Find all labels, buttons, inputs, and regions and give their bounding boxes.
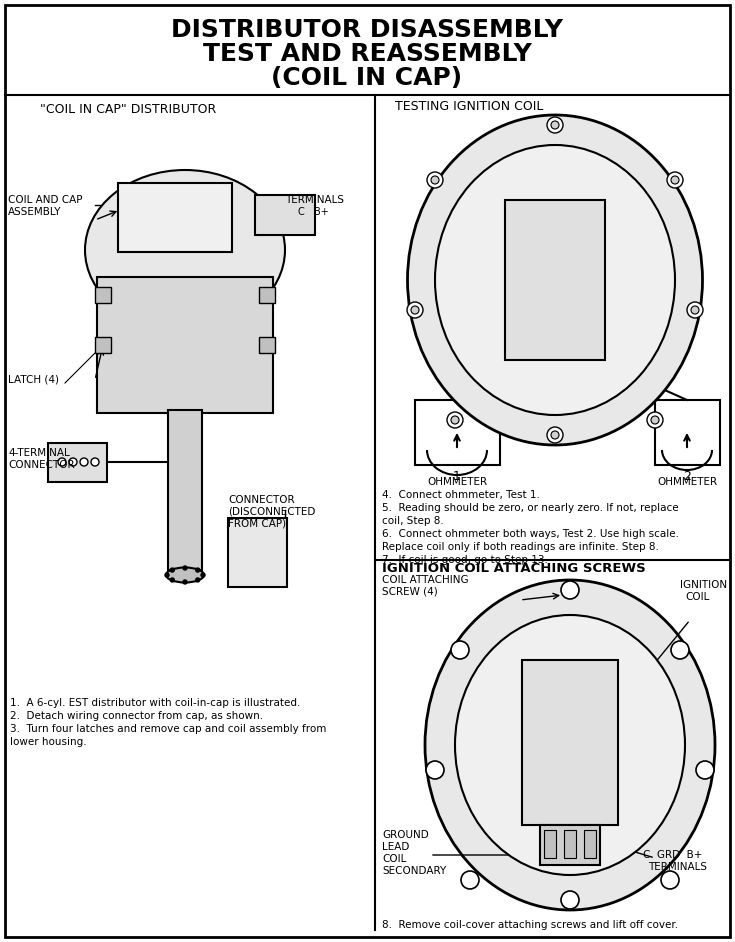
Text: 5.  Reading should be zero, or nearly zero. If not, replace: 5. Reading should be zero, or nearly zer… [382, 503, 678, 513]
Text: IGNITION: IGNITION [680, 580, 727, 590]
Text: Replace coil only if both readings are infinite. Step 8.: Replace coil only if both readings are i… [382, 542, 659, 552]
Text: TESTING IGNITION COIL: TESTING IGNITION COIL [395, 100, 543, 113]
Text: OHMMETER: OHMMETER [657, 477, 717, 487]
Circle shape [647, 412, 663, 428]
Bar [564, 830, 576, 858]
FancyBboxPatch shape [97, 277, 273, 413]
Bar [544, 830, 556, 858]
Bar [95, 337, 111, 353]
Circle shape [431, 176, 439, 184]
Circle shape [426, 761, 444, 779]
Bar [415, 400, 500, 465]
Text: C: C [298, 207, 305, 217]
Bar [95, 287, 111, 303]
Circle shape [461, 871, 479, 889]
Text: COIL AND CAP
ASSEMBLY: COIL AND CAP ASSEMBLY [8, 195, 82, 217]
Ellipse shape [85, 170, 285, 330]
Circle shape [407, 302, 423, 318]
Circle shape [165, 573, 169, 577]
Ellipse shape [407, 115, 703, 445]
Circle shape [551, 121, 559, 129]
Circle shape [547, 427, 563, 443]
Ellipse shape [166, 567, 204, 582]
FancyBboxPatch shape [228, 518, 287, 587]
Text: 6.  Connect ohmmeter both ways, Test 2. Use high scale.: 6. Connect ohmmeter both ways, Test 2. U… [382, 529, 679, 539]
FancyBboxPatch shape [118, 183, 232, 252]
Text: 3.  Turn four latches and remove cap and coil assembly from: 3. Turn four latches and remove cap and … [10, 724, 326, 734]
Circle shape [91, 458, 99, 466]
Text: 8.  Remove coil-cover attaching screws and lift off cover.: 8. Remove coil-cover attaching screws an… [382, 920, 678, 930]
Circle shape [667, 172, 683, 188]
Text: 4-TERMINAL
CONNECTOR: 4-TERMINAL CONNECTOR [8, 448, 75, 470]
Text: DISTRIBUTOR DISASSEMBLY: DISTRIBUTOR DISASSEMBLY [171, 18, 563, 42]
Circle shape [561, 891, 579, 909]
Text: SCREW (4): SCREW (4) [382, 587, 438, 597]
Circle shape [201, 573, 205, 577]
Bar [259, 287, 275, 303]
Circle shape [183, 580, 187, 584]
Text: 4.  Connect ohmmeter, Test 1.: 4. Connect ohmmeter, Test 1. [382, 490, 540, 500]
Circle shape [447, 412, 463, 428]
Text: CONNECTOR
(DISCONNECTED
FROM CAP): CONNECTOR (DISCONNECTED FROM CAP) [228, 495, 315, 528]
Circle shape [671, 176, 679, 184]
Text: GROUND: GROUND [382, 830, 429, 840]
Ellipse shape [435, 145, 675, 415]
Circle shape [69, 458, 77, 466]
Text: LATCH (4): LATCH (4) [8, 375, 59, 385]
Ellipse shape [425, 580, 715, 910]
Text: COIL: COIL [382, 854, 406, 864]
Circle shape [80, 458, 88, 466]
Text: 1.  A 6-cyl. EST distributor with coil-in-cap is illustrated.: 1. A 6-cyl. EST distributor with coil-in… [10, 698, 301, 708]
Circle shape [171, 568, 174, 572]
Bar [168, 410, 202, 570]
Circle shape [561, 581, 579, 599]
FancyBboxPatch shape [48, 443, 107, 482]
Circle shape [411, 306, 419, 314]
Text: SECONDARY: SECONDARY [382, 866, 446, 876]
Text: TERMINALS: TERMINALS [648, 862, 707, 872]
Text: 2: 2 [683, 470, 691, 483]
Bar [505, 200, 605, 360]
Circle shape [687, 302, 703, 318]
Circle shape [691, 306, 699, 314]
Text: lower housing.: lower housing. [10, 737, 87, 747]
Circle shape [183, 566, 187, 570]
Text: COIL ATTACHING: COIL ATTACHING [382, 575, 469, 585]
Bar [255, 195, 315, 235]
Text: OHMMETER: OHMMETER [427, 477, 487, 487]
Text: "COIL IN CAP" DISTRIBUTOR: "COIL IN CAP" DISTRIBUTOR [40, 103, 216, 116]
Bar [540, 825, 600, 865]
Bar [259, 337, 275, 353]
Text: COIL: COIL [685, 592, 709, 602]
Circle shape [551, 431, 559, 439]
Bar [655, 400, 720, 465]
Text: TEST AND REASSEMBLY: TEST AND REASSEMBLY [203, 42, 531, 66]
Text: IGNITION COIL ATTACHING SCREWS: IGNITION COIL ATTACHING SCREWS [382, 562, 646, 575]
Circle shape [196, 568, 200, 572]
Circle shape [451, 641, 469, 659]
Text: (COIL IN CAP): (COIL IN CAP) [271, 66, 462, 90]
Text: B+: B+ [314, 207, 329, 217]
Bar [522, 660, 618, 825]
Ellipse shape [455, 615, 685, 875]
Circle shape [547, 117, 563, 133]
Bar [584, 830, 596, 858]
Text: TERMINALS: TERMINALS [285, 195, 344, 205]
Text: 1: 1 [453, 470, 461, 483]
Text: coil, Step 8.: coil, Step 8. [382, 516, 444, 526]
Text: LEAD: LEAD [382, 842, 409, 852]
Circle shape [696, 761, 714, 779]
Circle shape [451, 416, 459, 424]
Circle shape [427, 172, 443, 188]
Circle shape [651, 416, 659, 424]
Text: 7.  If coil is good, go to Step 13.: 7. If coil is good, go to Step 13. [382, 555, 548, 565]
Circle shape [196, 578, 200, 582]
Text: 2.  Detach wiring connector from cap, as shown.: 2. Detach wiring connector from cap, as … [10, 711, 263, 721]
Circle shape [171, 578, 174, 582]
Text: C  GRD  B+: C GRD B+ [643, 850, 703, 860]
Circle shape [661, 871, 679, 889]
Circle shape [671, 641, 689, 659]
Circle shape [58, 458, 66, 466]
